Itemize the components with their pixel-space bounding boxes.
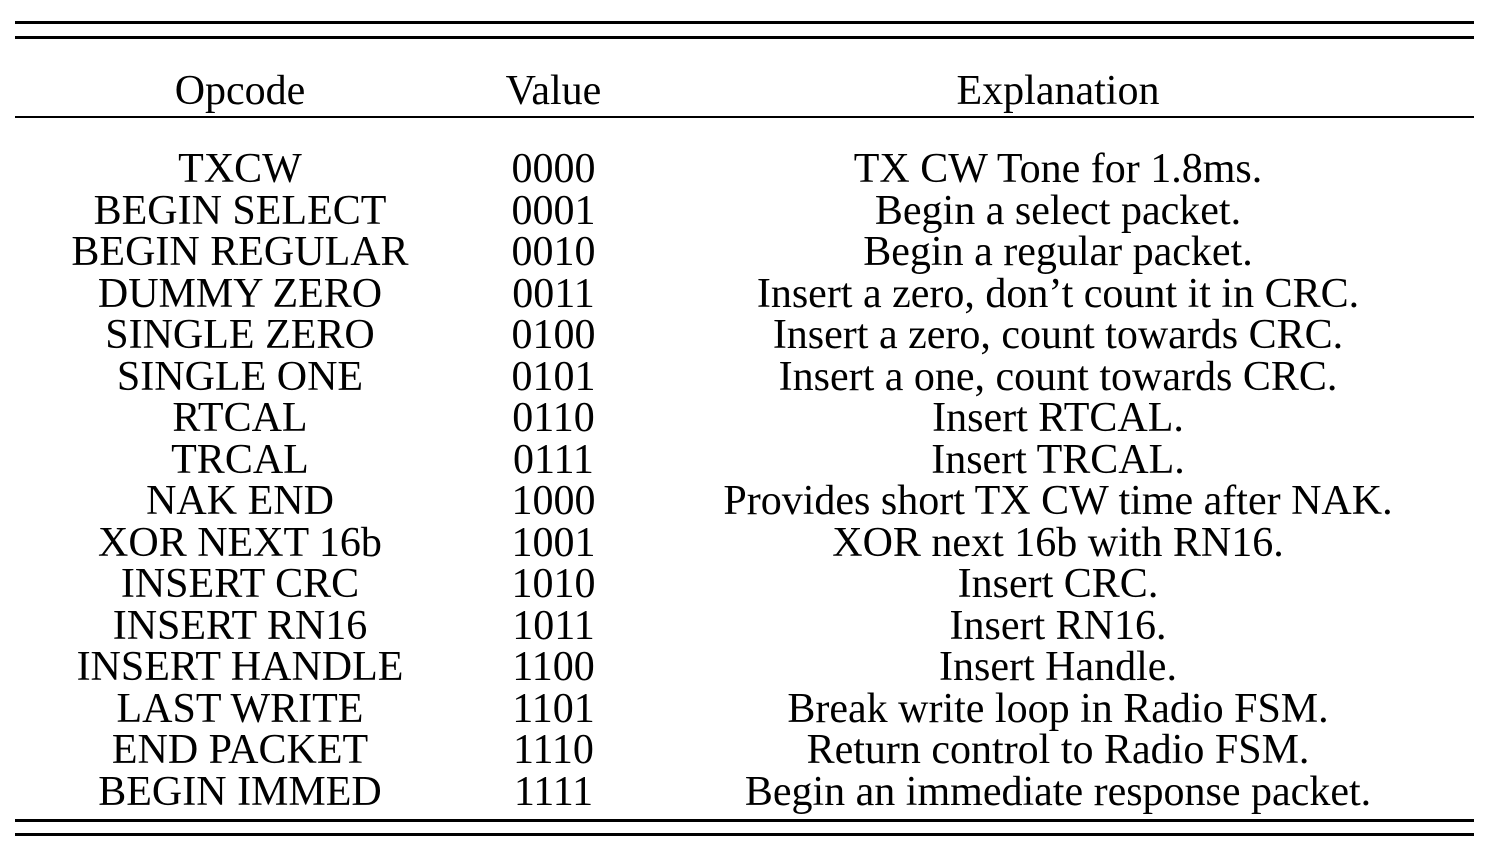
header-rule [15, 116, 1474, 118]
explanation-cell: Return control to Radio FSM. [806, 727, 1310, 773]
top-rule [15, 21, 1474, 24]
header-value: Value [505, 68, 602, 114]
value-cell: 0001 [511, 187, 596, 234]
opcode-cell: SINGLE ZERO [105, 312, 375, 358]
table-row: BEGIN SELECT 0001 Begin a select packet. [15, 187, 1474, 234]
explanation-cell: Insert TRCAL. [931, 436, 1185, 483]
opcode-cell: BEGIN IMMED [98, 768, 382, 815]
bottom-rule [15, 833, 1474, 836]
explanation-cell: Break write loop in Radio FSM. [787, 685, 1329, 732]
top-rule-inner [15, 36, 1474, 39]
opcode-cell: BEGIN REGULAR [71, 229, 409, 275]
header-explanation: Explanation [956, 68, 1160, 114]
table-row: BEGIN REGULAR 0010 Begin a regular packet. [15, 229, 1474, 275]
value-cell: 1101 [512, 685, 595, 732]
value-cell: 0101 [511, 353, 596, 400]
value-cell: 0110 [512, 395, 595, 441]
explanation-cell: Insert a one, count towards CRC. [778, 353, 1338, 400]
opcode-cell: LAST WRITE [116, 685, 364, 732]
table-row: LAST WRITE 1101 Break write loop in Radio … [15, 685, 1474, 732]
value-cell: 1110 [513, 727, 594, 773]
opcode-cell: RTCAL [172, 395, 308, 441]
table-row: INSERT RN16 1011 Insert RN16. [15, 602, 1474, 649]
value-cell: 1000 [511, 478, 596, 524]
explanation-cell: Provides short TX CW time after NAK. [723, 478, 1393, 524]
explanation-cell: Insert CRC. [957, 561, 1159, 607]
table-row: XOR NEXT 16b 1001 XOR next 16b with RN16. [15, 519, 1474, 566]
value-cell: 0111 [513, 436, 594, 483]
explanation-cell: Begin a regular packet. [863, 229, 1253, 275]
explanation-cell: Insert a zero, count towards CRC. [772, 312, 1344, 358]
opcode-cell: INSERT CRC [120, 561, 360, 607]
table-row: TRCAL 0111 Insert TRCAL. [15, 436, 1474, 483]
table-row: TXCW 0000 TX CW Tone for 1.8ms. [15, 146, 1474, 192]
value-cell: 1111 [513, 768, 594, 815]
table-row: INSERT HANDLE 1100 Insert Handle. [15, 644, 1474, 690]
value-cell: 1001 [511, 519, 596, 566]
table-row: BEGIN IMMED 1111 Begin an immediate respon… [15, 768, 1474, 815]
opcode-cell: TRCAL [171, 436, 309, 483]
header-opcode: Opcode [174, 68, 306, 114]
opcode-cell: END PACKET [111, 727, 369, 773]
bottom-rule-inner [15, 819, 1474, 822]
value-cell: 1010 [511, 561, 596, 607]
value-cell: 0000 [511, 146, 596, 192]
explanation-cell: Insert RTCAL. [932, 395, 1184, 441]
table-row: SINGLE ONE 0101 Insert a one, count toward… [15, 353, 1474, 400]
table-row: END PACKET 1110 Return control to Radio FS… [15, 727, 1474, 773]
table-row: NAK END 1000 Provides short TX CW time aft… [15, 478, 1474, 524]
opcode-cell: XOR NEXT 16b [98, 519, 382, 566]
opcode-cell: SINGLE ONE [116, 353, 364, 400]
table-header: Opcode Value Explanation [15, 68, 1474, 114]
value-cell: 0011 [512, 270, 595, 317]
explanation-cell: Insert RN16. [949, 602, 1167, 649]
explanation-cell: XOR next 16b with RN16. [832, 519, 1284, 566]
explanation-cell: TX CW Tone for 1.8ms. [853, 146, 1263, 192]
opcode-cell: BEGIN SELECT [93, 187, 387, 234]
value-cell: 0100 [511, 312, 596, 358]
opcode-cell: INSERT RN16 [112, 602, 368, 649]
table-row: INSERT CRC 1010 Insert CRC. [15, 561, 1474, 607]
opcode-cell: INSERT HANDLE [76, 644, 404, 690]
table-row: RTCAL 0110 Insert RTCAL. [15, 395, 1474, 441]
explanation-cell: Begin a select packet. [874, 187, 1242, 234]
explanation-cell: Begin an immediate response packet. [744, 768, 1372, 815]
explanation-cell: Insert Handle. [939, 644, 1177, 690]
value-cell: 1011 [512, 602, 595, 649]
explanation-cell: Insert a zero, don’t count it in CRC. [756, 270, 1360, 317]
table-row: SINGLE ZERO 0100 Insert a zero, count towa… [15, 312, 1474, 358]
value-cell: 1100 [512, 644, 595, 690]
value-cell: 0010 [511, 229, 596, 275]
opcode-cell: TXCW [178, 146, 302, 192]
opcode-cell: DUMMY ZERO [97, 270, 383, 317]
opcode-cell: NAK END [146, 478, 334, 524]
table-row: DUMMY ZERO 0011 Insert a zero, don’t count… [15, 270, 1474, 317]
